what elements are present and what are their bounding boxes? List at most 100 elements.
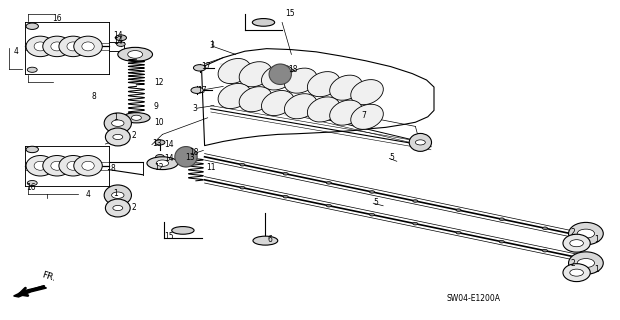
Circle shape <box>156 155 164 159</box>
Text: 1: 1 <box>113 189 118 198</box>
Ellipse shape <box>104 113 131 133</box>
Circle shape <box>27 67 37 72</box>
Text: 5: 5 <box>389 153 394 162</box>
Text: 2: 2 <box>131 203 136 212</box>
Circle shape <box>577 259 595 268</box>
Ellipse shape <box>308 72 340 97</box>
Ellipse shape <box>82 42 94 51</box>
Circle shape <box>128 51 143 58</box>
Circle shape <box>131 115 141 120</box>
Circle shape <box>156 160 169 166</box>
Text: 13: 13 <box>152 139 162 148</box>
Circle shape <box>499 218 504 220</box>
Circle shape <box>577 229 595 238</box>
Polygon shape <box>14 286 46 297</box>
Circle shape <box>27 180 37 186</box>
Ellipse shape <box>563 264 590 282</box>
Text: 1: 1 <box>594 235 599 244</box>
Ellipse shape <box>409 133 432 151</box>
Circle shape <box>415 140 425 145</box>
Text: 14: 14 <box>164 140 174 149</box>
Ellipse shape <box>175 147 197 167</box>
Circle shape <box>570 240 583 247</box>
Circle shape <box>413 200 418 202</box>
Ellipse shape <box>51 161 63 170</box>
Text: 18: 18 <box>288 65 298 74</box>
Ellipse shape <box>43 156 71 176</box>
Ellipse shape <box>105 199 130 217</box>
Text: 3: 3 <box>210 41 215 50</box>
Text: 8: 8 <box>92 92 97 101</box>
Ellipse shape <box>239 62 272 87</box>
Text: 8: 8 <box>110 164 115 173</box>
Ellipse shape <box>34 42 46 51</box>
Text: 2: 2 <box>131 131 136 140</box>
Circle shape <box>283 196 288 198</box>
Ellipse shape <box>285 68 317 93</box>
Text: 9: 9 <box>154 102 159 111</box>
Ellipse shape <box>82 161 94 170</box>
Ellipse shape <box>269 64 291 84</box>
Circle shape <box>326 204 331 207</box>
Circle shape <box>456 209 461 212</box>
Text: 14: 14 <box>113 31 123 40</box>
Text: 17: 17 <box>197 86 207 95</box>
Text: 15: 15 <box>285 9 295 18</box>
Circle shape <box>26 146 38 153</box>
Ellipse shape <box>308 97 340 122</box>
Circle shape <box>326 181 331 184</box>
Text: 18: 18 <box>189 148 198 156</box>
Circle shape <box>456 231 461 234</box>
Ellipse shape <box>218 59 250 84</box>
Circle shape <box>370 213 374 216</box>
Text: FR.: FR. <box>40 270 56 283</box>
Circle shape <box>240 164 245 166</box>
Ellipse shape <box>285 94 317 119</box>
Text: 1: 1 <box>594 265 599 274</box>
Circle shape <box>542 249 547 252</box>
Circle shape <box>26 23 38 29</box>
Ellipse shape <box>262 65 294 90</box>
Text: 1: 1 <box>113 113 118 122</box>
Circle shape <box>570 269 583 276</box>
Circle shape <box>370 191 374 193</box>
Text: 5: 5 <box>373 198 378 207</box>
Ellipse shape <box>218 84 250 108</box>
Text: 16: 16 <box>53 14 63 23</box>
Ellipse shape <box>563 234 590 252</box>
Ellipse shape <box>43 36 71 57</box>
Ellipse shape <box>104 185 131 205</box>
Text: 2: 2 <box>570 228 575 237</box>
Text: 6: 6 <box>268 235 273 244</box>
Text: 14: 14 <box>164 154 174 163</box>
Ellipse shape <box>74 36 102 57</box>
Ellipse shape <box>351 80 383 105</box>
Ellipse shape <box>351 104 383 129</box>
Ellipse shape <box>26 36 55 57</box>
Circle shape <box>542 227 547 229</box>
Text: 4: 4 <box>14 47 19 56</box>
Ellipse shape <box>569 222 603 245</box>
Text: 10: 10 <box>154 118 164 127</box>
Ellipse shape <box>59 36 87 57</box>
Ellipse shape <box>252 19 275 26</box>
Ellipse shape <box>34 161 46 170</box>
Ellipse shape <box>67 161 79 170</box>
Ellipse shape <box>239 87 272 112</box>
Text: 14: 14 <box>113 37 123 46</box>
Ellipse shape <box>330 75 362 100</box>
Ellipse shape <box>105 128 130 146</box>
Ellipse shape <box>51 42 63 51</box>
Circle shape <box>155 140 165 145</box>
Ellipse shape <box>569 252 603 274</box>
Ellipse shape <box>118 47 153 61</box>
Text: 17: 17 <box>202 62 211 71</box>
Text: 12: 12 <box>154 163 163 172</box>
Ellipse shape <box>74 156 102 176</box>
Circle shape <box>283 172 288 175</box>
Circle shape <box>193 65 206 71</box>
Text: 12: 12 <box>154 78 163 87</box>
Text: 3: 3 <box>192 104 197 113</box>
Ellipse shape <box>26 156 55 176</box>
Text: 7: 7 <box>361 111 366 120</box>
